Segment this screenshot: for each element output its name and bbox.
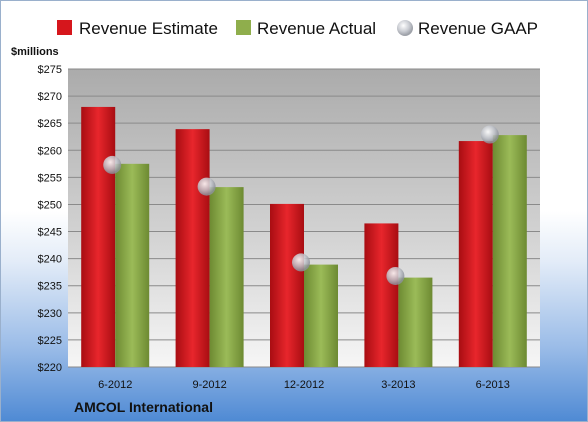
y-tick-label: $230 — [38, 308, 62, 320]
y-tick-label: $270 — [38, 91, 62, 103]
marker-revenue-gaap — [103, 155, 122, 174]
bar-revenue-actual — [209, 187, 244, 367]
y-tick-label: $235 — [38, 281, 62, 293]
legend-label-gaap: Revenue GAAP — [418, 19, 538, 38]
bar-revenue-actual — [304, 264, 338, 367]
y-tick-label: $220 — [38, 362, 62, 374]
x-tick-label: 12-2012 — [284, 379, 324, 391]
legend: Revenue Estimate Revenue Actual Revenue … — [57, 19, 538, 38]
marker-revenue-gaap — [480, 125, 499, 144]
marker-revenue-gaap — [292, 253, 310, 272]
marker-revenue-gaap — [386, 266, 405, 285]
y-tick-label: $275 — [38, 64, 62, 76]
legend-swatch-estimate — [57, 20, 72, 35]
y-tick-label: $245 — [38, 227, 62, 239]
gaap-markers — [103, 125, 499, 285]
x-tick-label: 9-2012 — [192, 379, 226, 391]
x-tick-label: 3-2013 — [381, 379, 415, 391]
y-axis: $220 $225 $230 $235 $240 $245 $250 $255 $260 $265… — [38, 64, 62, 374]
bar-revenue-actual — [115, 163, 150, 367]
bar-series — [81, 106, 527, 367]
x-tick-label: 6-2013 — [476, 379, 510, 391]
y-tick-label: $255 — [38, 172, 62, 184]
y-tick-label: $225 — [38, 335, 62, 347]
bar-revenue-estimate — [81, 106, 116, 367]
company-name: AMCOL International — [74, 399, 213, 415]
legend-marker-gaap — [397, 20, 413, 36]
bar-revenue-estimate — [175, 129, 210, 367]
y-axis-unit-label: $millions — [11, 46, 59, 58]
y-tick-label: $260 — [38, 145, 62, 157]
legend-label-actual: Revenue Actual — [257, 19, 376, 38]
y-tick-label: $240 — [38, 254, 62, 266]
legend-swatch-actual — [236, 20, 251, 35]
bar-revenue-actual — [492, 135, 527, 367]
bar-revenue-actual — [398, 277, 433, 367]
bar-revenue-estimate — [458, 141, 493, 367]
bar-revenue-estimate — [364, 223, 399, 367]
y-tick-label: $250 — [38, 199, 62, 211]
legend-label-estimate: Revenue Estimate — [79, 19, 218, 38]
marker-revenue-gaap — [197, 177, 216, 196]
x-axis: 6-2012 9-2012 12-2012 3-2013 6-2013 — [98, 379, 510, 391]
y-tick-label: $265 — [38, 118, 62, 130]
x-tick-label: 6-2012 — [98, 379, 132, 391]
bar-revenue-estimate — [270, 203, 304, 367]
